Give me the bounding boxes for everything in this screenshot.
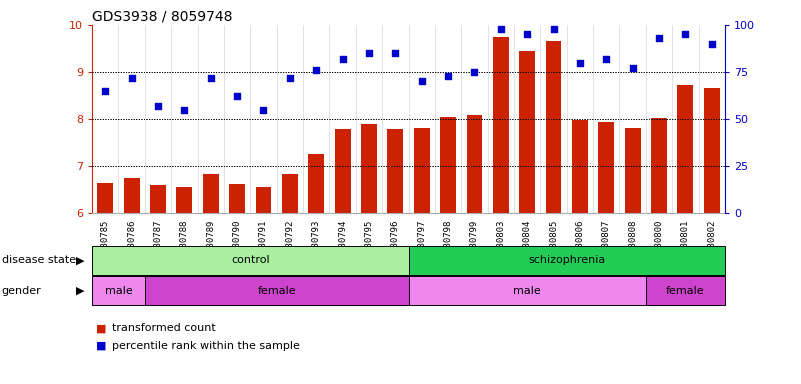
Bar: [361, 124, 376, 384]
Text: female: female: [257, 286, 296, 296]
Point: [310, 67, 323, 73]
Point: [706, 41, 718, 47]
Bar: [335, 129, 351, 384]
Point: [336, 56, 349, 62]
Bar: [466, 115, 482, 384]
Bar: [145, 276, 409, 305]
Text: transformed count: transformed count: [112, 323, 216, 333]
Bar: [678, 85, 693, 384]
Bar: [229, 184, 245, 384]
Text: gender: gender: [2, 286, 42, 296]
Bar: [203, 174, 219, 384]
Text: female: female: [666, 286, 705, 296]
Bar: [493, 37, 509, 384]
Bar: [545, 41, 562, 384]
Bar: [598, 122, 614, 384]
Text: male: male: [105, 286, 132, 296]
Text: ■: ■: [96, 341, 107, 351]
Point: [125, 74, 138, 81]
Bar: [150, 185, 166, 384]
Bar: [409, 276, 646, 305]
Bar: [282, 174, 298, 384]
Bar: [414, 127, 429, 384]
Point: [257, 106, 270, 113]
Bar: [92, 276, 145, 305]
Point: [679, 31, 692, 37]
Point: [363, 50, 376, 56]
Point: [284, 74, 296, 81]
Point: [494, 26, 507, 32]
Text: ▶: ▶: [75, 286, 84, 296]
Bar: [409, 246, 725, 275]
Text: schizophrenia: schizophrenia: [528, 255, 606, 265]
Text: control: control: [231, 255, 270, 265]
Point: [600, 56, 613, 62]
Bar: [256, 187, 272, 384]
Text: male: male: [513, 286, 541, 296]
Bar: [625, 127, 641, 384]
Text: GDS3938 / 8059748: GDS3938 / 8059748: [92, 10, 232, 24]
Bar: [98, 182, 113, 384]
Point: [415, 78, 428, 84]
Bar: [92, 246, 409, 275]
Point: [151, 103, 164, 109]
Bar: [176, 187, 192, 384]
Point: [204, 74, 217, 81]
Bar: [519, 51, 535, 384]
Bar: [308, 154, 324, 384]
Point: [178, 106, 191, 113]
Bar: [704, 88, 719, 384]
Point: [389, 50, 402, 56]
Bar: [123, 178, 139, 384]
Text: percentile rank within the sample: percentile rank within the sample: [112, 341, 300, 351]
Point: [574, 60, 586, 66]
Point: [99, 88, 111, 94]
Text: ▶: ▶: [75, 255, 84, 265]
Bar: [388, 129, 403, 384]
Point: [441, 73, 454, 79]
Bar: [441, 117, 456, 384]
Bar: [651, 118, 667, 384]
Bar: [572, 120, 588, 384]
Point: [231, 93, 244, 99]
Text: disease state: disease state: [2, 255, 76, 265]
Point: [468, 69, 481, 75]
Text: ■: ■: [96, 323, 107, 333]
Point: [521, 31, 533, 37]
Point: [547, 26, 560, 32]
Point: [653, 35, 666, 41]
Point: [626, 65, 639, 71]
Bar: [646, 276, 725, 305]
